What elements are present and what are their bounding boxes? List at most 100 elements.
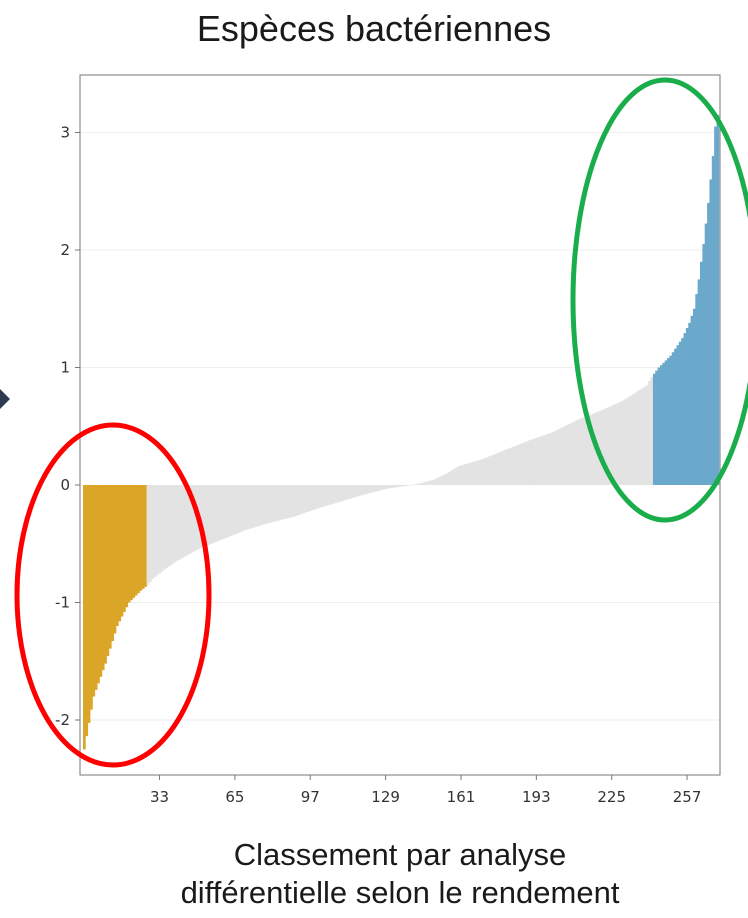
bar bbox=[344, 485, 348, 501]
bar bbox=[167, 485, 171, 567]
bar bbox=[137, 485, 140, 594]
bar bbox=[471, 461, 475, 485]
bar bbox=[356, 485, 359, 497]
bar bbox=[287, 485, 291, 518]
bar bbox=[363, 485, 366, 495]
bar bbox=[483, 458, 487, 485]
bar bbox=[683, 333, 687, 485]
bar bbox=[702, 244, 706, 485]
bar bbox=[436, 477, 439, 485]
bar bbox=[589, 414, 593, 485]
bar bbox=[554, 430, 557, 485]
bar bbox=[278, 485, 282, 521]
bar bbox=[148, 485, 152, 582]
bar bbox=[389, 485, 392, 489]
bar bbox=[412, 484, 416, 486]
bar bbox=[130, 485, 133, 601]
bar bbox=[349, 485, 352, 499]
bar bbox=[188, 485, 192, 554]
x-tick-label: 193 bbox=[522, 788, 551, 806]
bar bbox=[177, 485, 180, 561]
bar bbox=[372, 485, 376, 493]
bar bbox=[294, 485, 298, 516]
bar bbox=[624, 398, 628, 485]
bar bbox=[582, 417, 585, 485]
bar bbox=[311, 485, 315, 511]
bar bbox=[692, 308, 696, 485]
bar bbox=[358, 485, 362, 496]
bar bbox=[156, 485, 159, 576]
bar bbox=[163, 485, 166, 570]
bar bbox=[485, 457, 489, 485]
bar bbox=[276, 485, 279, 521]
bar bbox=[645, 385, 649, 486]
bar bbox=[360, 485, 364, 496]
bar bbox=[271, 485, 275, 523]
bar bbox=[299, 485, 303, 515]
bar bbox=[184, 485, 187, 557]
bar bbox=[111, 485, 114, 642]
bar bbox=[219, 485, 223, 540]
bar bbox=[601, 409, 604, 485]
bar bbox=[87, 485, 91, 723]
bar bbox=[367, 485, 371, 494]
bar bbox=[685, 327, 689, 485]
bar bbox=[370, 485, 374, 493]
bar bbox=[320, 485, 324, 508]
bar bbox=[379, 485, 383, 491]
bar bbox=[513, 445, 517, 485]
bar bbox=[716, 114, 720, 486]
bar bbox=[318, 485, 322, 508]
bar bbox=[457, 466, 461, 485]
bar bbox=[233, 485, 237, 535]
bar bbox=[497, 452, 501, 485]
bar bbox=[591, 413, 595, 485]
bar bbox=[245, 485, 249, 530]
bar bbox=[94, 485, 98, 690]
bar bbox=[158, 485, 162, 574]
bar bbox=[615, 403, 618, 485]
bar bbox=[714, 126, 717, 486]
bar bbox=[250, 485, 253, 529]
bar bbox=[565, 425, 569, 485]
bar bbox=[532, 438, 536, 485]
bar bbox=[290, 485, 293, 518]
bar bbox=[313, 485, 317, 510]
bar bbox=[115, 485, 119, 626]
bar bbox=[659, 365, 663, 485]
x-tick-label: 257 bbox=[673, 788, 702, 806]
bar bbox=[403, 485, 406, 487]
bar bbox=[316, 485, 319, 509]
bar bbox=[598, 410, 602, 485]
bar bbox=[697, 279, 701, 486]
bar bbox=[422, 482, 425, 485]
bar bbox=[172, 485, 176, 564]
bar bbox=[120, 485, 124, 617]
bar bbox=[707, 203, 710, 485]
bar bbox=[556, 429, 560, 485]
bar bbox=[236, 485, 239, 534]
bar bbox=[481, 459, 484, 485]
bar bbox=[429, 480, 432, 485]
arrowhead-icon bbox=[0, 389, 10, 409]
bar bbox=[123, 485, 126, 612]
bar bbox=[101, 485, 105, 671]
bar bbox=[502, 450, 505, 485]
bar bbox=[144, 485, 147, 587]
plot-frame bbox=[79, 74, 721, 776]
bar bbox=[212, 485, 216, 543]
bar bbox=[174, 485, 178, 562]
bar bbox=[417, 483, 421, 485]
bar bbox=[170, 485, 173, 565]
bar bbox=[221, 485, 225, 540]
bar bbox=[266, 485, 270, 524]
bar bbox=[127, 485, 131, 603]
bar bbox=[551, 432, 555, 486]
bar bbox=[243, 485, 246, 531]
bar bbox=[205, 485, 209, 546]
bar bbox=[690, 315, 694, 485]
y-tick-label: 3 bbox=[60, 124, 70, 142]
bar bbox=[636, 391, 640, 485]
bar bbox=[391, 485, 395, 488]
bar bbox=[629, 395, 633, 485]
